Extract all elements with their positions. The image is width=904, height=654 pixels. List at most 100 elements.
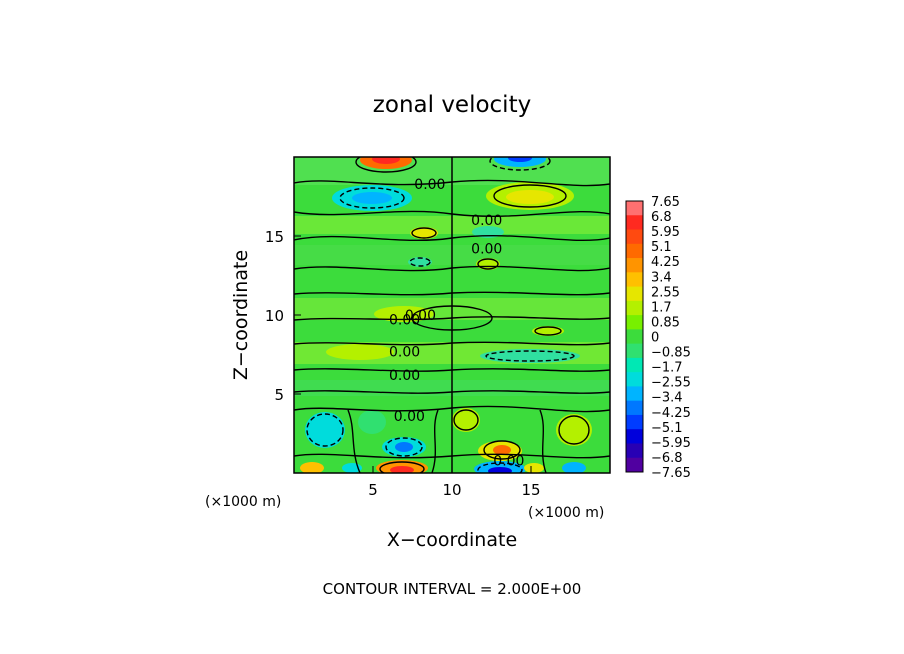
x-unit-right: (×1000 m) xyxy=(528,505,604,521)
colorbar-frame xyxy=(625,200,644,473)
colorbar-swatch xyxy=(626,286,643,302)
contour-loop xyxy=(483,440,521,460)
contour-line xyxy=(347,409,361,473)
colorbar-label: −5.1 xyxy=(651,421,683,436)
colorbar-label: −4.25 xyxy=(651,406,691,421)
contour-loop xyxy=(485,350,575,362)
contour-label: 0.00 xyxy=(414,177,445,193)
y-axis-label: Z−coordinate xyxy=(230,250,252,380)
y-tick-label: 10 xyxy=(265,307,284,325)
contour-label: 0.00 xyxy=(389,368,420,384)
colorbar-label: −2.55 xyxy=(651,376,691,391)
colorbar-swatch xyxy=(626,400,643,416)
contour-loop xyxy=(339,187,405,209)
contour-loop xyxy=(493,184,567,208)
chart-title: zonal velocity xyxy=(373,92,531,118)
contour-label: 0.00 xyxy=(389,313,420,329)
blob xyxy=(352,192,392,204)
plot-area: 0.000.000.000.000.000.000.000.000.00 xyxy=(293,156,611,474)
colorbar-label: 4.25 xyxy=(651,255,680,270)
colorbar-swatch xyxy=(626,457,643,473)
contour-label: 0.00 xyxy=(471,213,502,229)
contour-line xyxy=(539,409,547,473)
blob xyxy=(493,445,511,455)
colorbar-swatches: 7.656.85.955.14.253.42.551.70.850−0.85−1… xyxy=(626,195,691,481)
colorbar-swatch xyxy=(626,215,643,231)
colorbar-swatch xyxy=(626,372,643,387)
blob xyxy=(556,414,592,446)
blob xyxy=(472,226,504,238)
x-axis: 5 10 15 (×1000 m) (×1000 m) X−coordinate xyxy=(205,466,604,551)
y-tick-label: 5 xyxy=(274,386,284,404)
colorbar-swatch xyxy=(626,229,643,245)
blob xyxy=(506,190,554,204)
colorbar-swatch xyxy=(626,386,643,402)
blob xyxy=(326,344,394,360)
contour-loop xyxy=(306,413,344,447)
contour-line xyxy=(431,409,439,473)
colorbar: 7.656.85.955.14.253.42.551.70.850−0.85−1… xyxy=(625,195,691,481)
colorbar-label: 2.55 xyxy=(651,285,680,300)
contour-loop xyxy=(385,437,423,457)
contour-label: 0.00 xyxy=(389,344,420,360)
contour-loop xyxy=(558,415,590,445)
colorbar-swatch xyxy=(626,343,643,359)
contour-loop xyxy=(379,461,425,473)
colorbar-label: 5.1 xyxy=(651,240,672,255)
colorbar-label: 1.7 xyxy=(651,300,672,315)
blob xyxy=(562,462,586,473)
colorbar-swatch xyxy=(626,329,643,345)
colorbar-swatch xyxy=(626,357,643,373)
blob xyxy=(372,157,400,164)
y-tick-label: 15 xyxy=(265,228,284,246)
colorbar-swatch xyxy=(626,429,643,444)
colorbar-label: 6.8 xyxy=(651,210,672,225)
colorbar-label: −0.85 xyxy=(651,346,691,361)
colorbar-label: 5.95 xyxy=(651,225,680,240)
blob xyxy=(488,467,512,473)
blob xyxy=(300,462,324,473)
colorbar-label: −1.7 xyxy=(651,361,683,376)
blob xyxy=(410,227,438,239)
contour-loop xyxy=(355,157,417,173)
blob xyxy=(476,258,500,270)
blob xyxy=(395,442,413,452)
y-axis: 5 10 15 Z−coordinate xyxy=(230,228,301,404)
blob xyxy=(508,157,532,162)
blob xyxy=(374,306,434,322)
contour-label: 0.00 xyxy=(405,308,436,324)
colorbar-swatch xyxy=(626,243,643,259)
x-tick-label: 15 xyxy=(521,481,540,499)
contour-label: 0.00 xyxy=(493,453,524,469)
contour-loop xyxy=(409,257,431,267)
contour-label: 0.00 xyxy=(394,409,425,425)
contour-label: 0.00 xyxy=(471,242,502,258)
colorbar-label: 3.4 xyxy=(651,270,672,285)
colorbar-swatch xyxy=(626,315,643,330)
colorbar-label: −7.65 xyxy=(651,466,691,481)
blob xyxy=(358,410,386,434)
colorbar-label: −3.4 xyxy=(651,391,683,406)
contour-loop xyxy=(489,157,551,171)
colorbar-swatch xyxy=(626,272,643,288)
blob xyxy=(452,408,480,432)
contour-interval-note: CONTOUR INTERVAL = 2.000E+00 xyxy=(323,580,582,598)
colorbar-swatch xyxy=(626,300,643,316)
contour-loop xyxy=(534,326,562,336)
colorbar-label: −6.8 xyxy=(651,451,683,466)
contour-loop xyxy=(477,462,523,473)
blob xyxy=(390,466,414,473)
x-axis-label: X−coordinate xyxy=(387,529,517,551)
colorbar-label: 0 xyxy=(651,331,659,346)
colorbar-label: 0.85 xyxy=(651,315,680,330)
colorbar-swatch xyxy=(626,443,643,459)
x-tick-label: 5 xyxy=(368,481,378,499)
colorbar-swatch xyxy=(626,258,643,273)
blob xyxy=(305,412,345,448)
colorbar-swatch xyxy=(626,201,643,216)
x-tick-label: 10 xyxy=(442,481,461,499)
colorbar-label: −5.95 xyxy=(651,436,691,451)
contour-loop xyxy=(477,258,499,270)
contour-loop xyxy=(453,409,479,431)
blob xyxy=(524,463,544,473)
